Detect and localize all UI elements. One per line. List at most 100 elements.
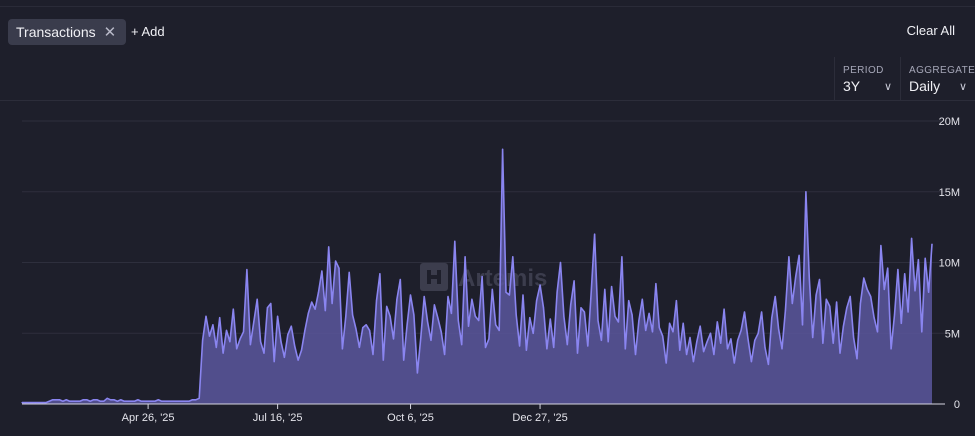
data-point (832, 342, 834, 344)
data-point (362, 327, 364, 329)
data-point (573, 280, 575, 282)
data-point (433, 304, 435, 306)
data-point (818, 278, 821, 281)
data-point (341, 348, 343, 350)
data-point (191, 399, 193, 401)
data-point (836, 301, 838, 303)
aggregate-value: Daily (909, 78, 941, 94)
data-point (580, 307, 582, 309)
data-point (928, 291, 930, 293)
data-point (907, 311, 909, 313)
data-point (651, 331, 654, 333)
aggregate-select[interactable]: AGGREGATE Daily ∨ (900, 57, 975, 101)
data-point (164, 400, 166, 402)
data-point (215, 346, 217, 348)
data-point (757, 332, 759, 334)
data-point (849, 295, 851, 298)
data-point (730, 338, 732, 340)
data-point (539, 284, 541, 286)
data-point (239, 338, 241, 340)
data-point (709, 332, 712, 334)
close-icon[interactable]: ✕ (103, 23, 117, 41)
data-point (437, 317, 439, 319)
data-point (386, 305, 388, 307)
data-point (290, 325, 292, 327)
data-point (41, 402, 44, 404)
data-point (774, 295, 776, 298)
data-point (208, 335, 211, 337)
data-point (689, 336, 691, 339)
data-point (28, 402, 30, 404)
data-point (161, 400, 163, 402)
data-point (236, 348, 238, 350)
aggregate-label: AGGREGATE (909, 65, 975, 76)
data-point (35, 402, 37, 404)
data-point (358, 346, 360, 348)
transactions-filter-chip[interactable]: Transactions ✕ (8, 19, 127, 45)
data-point (641, 298, 643, 300)
data-point (924, 257, 926, 259)
data-point (348, 271, 350, 273)
data-point (478, 319, 480, 322)
data-point (713, 353, 715, 356)
data-point (300, 349, 303, 351)
data-point (205, 315, 207, 317)
data-point (880, 244, 882, 247)
data-point (600, 339, 603, 341)
data-point (484, 346, 487, 348)
data-point (304, 329, 306, 331)
data-point (219, 317, 221, 319)
data-point (110, 399, 112, 401)
data-point (904, 273, 906, 275)
data-point (890, 348, 892, 350)
data-point (270, 302, 272, 305)
data-point (454, 240, 456, 242)
data-point (137, 399, 139, 401)
add-metric-button[interactable]: + Add (131, 24, 165, 39)
transactions-series-line (22, 148, 933, 404)
data-point (498, 329, 500, 331)
data-point (631, 314, 633, 316)
data-point (144, 400, 146, 402)
data-point (825, 298, 827, 300)
data-point (873, 317, 875, 319)
data-point (420, 336, 422, 339)
clear-all-button[interactable]: Clear All (906, 23, 955, 38)
data-point (549, 318, 551, 320)
data-point (280, 341, 282, 343)
data-point (812, 336, 814, 339)
data-point (839, 352, 841, 354)
data-point (55, 399, 57, 401)
data-point (38, 402, 40, 404)
data-point (246, 269, 248, 271)
data-point (461, 344, 463, 346)
data-point (829, 305, 831, 307)
data-point (822, 342, 824, 344)
data-point (120, 399, 122, 401)
data-point (253, 321, 255, 323)
data-point (416, 372, 418, 374)
data-point (113, 399, 115, 401)
data-point (467, 325, 470, 327)
data-point (682, 322, 684, 324)
period-label: PERIOD (843, 65, 884, 76)
data-point (372, 353, 374, 356)
data-point (389, 315, 391, 317)
x-tick-label: Oct 6, '25 (387, 412, 434, 424)
data-point (699, 325, 701, 327)
data-point (621, 256, 623, 258)
data-point (696, 341, 698, 343)
data-point (743, 311, 746, 313)
data-point (508, 294, 510, 296)
data-point (198, 397, 200, 399)
data-point (406, 324, 408, 326)
data-point (185, 400, 187, 402)
data-point (375, 300, 378, 302)
data-point (79, 400, 81, 402)
data-point (263, 352, 265, 354)
data-point (481, 276, 483, 278)
period-select[interactable]: PERIOD 3Y ∨ (834, 57, 900, 101)
data-point (355, 328, 357, 330)
data-point (859, 302, 862, 305)
data-point (611, 286, 613, 288)
